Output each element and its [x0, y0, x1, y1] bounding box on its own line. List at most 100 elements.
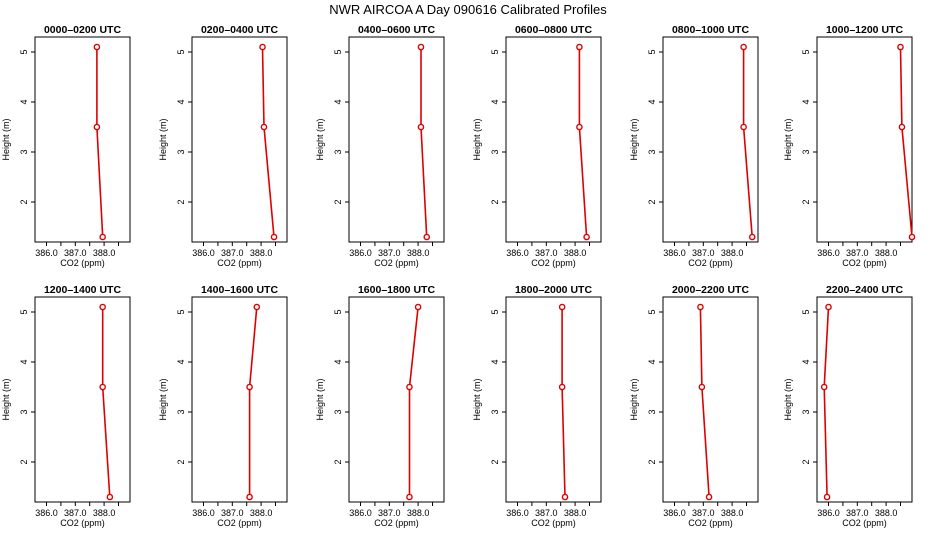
x-tick-label: 388.0 — [250, 248, 273, 258]
x-tick-label: 387.0 — [535, 508, 558, 518]
y-tick-label: 3 — [647, 149, 657, 154]
profile-line — [823, 306, 830, 498]
x-axis-label: CO2 (ppm) — [688, 518, 733, 528]
y-tick-label: 4 — [333, 359, 343, 364]
y-axis-label: Height (m) — [629, 118, 639, 160]
y-tick-label: 2 — [647, 459, 657, 464]
y-tick-label: 4 — [490, 99, 500, 104]
profile-line — [408, 306, 419, 497]
plot-frame — [816, 36, 913, 243]
panel-title: 1000–1200 UTC — [826, 24, 903, 36]
x-axis-label: CO2 (ppm) — [374, 518, 419, 528]
panel-title: 1400–1600 UTC — [201, 284, 278, 296]
plot-frame — [662, 36, 759, 243]
x-tick-label: 386.0 — [192, 508, 215, 518]
panel-5: 0800–1000 UTC 386.0 387.0 388.0 2 3 4 5 CO2 (ppm… — [629, 24, 759, 268]
y-axis-label: Height (m) — [158, 378, 168, 420]
y-axis-label: Height (m) — [315, 118, 325, 160]
y-axis-label: Height (m) — [315, 378, 325, 420]
y-tick-label: 5 — [647, 309, 657, 314]
data-point — [558, 383, 566, 391]
x-tick-label: 386.0 — [506, 248, 529, 258]
panel-title: 1800–2000 UTC — [515, 284, 592, 296]
data-point — [417, 123, 425, 131]
y-tick-label: 3 — [490, 409, 500, 414]
y-tick-label: 4 — [19, 359, 29, 364]
data-point — [406, 383, 413, 391]
plot-frame — [816, 296, 913, 503]
y-tick-label: 2 — [19, 199, 29, 204]
y-axis-label: Height (m) — [472, 378, 482, 420]
y-tick-label: 3 — [490, 149, 500, 154]
y-tick-label: 3 — [333, 409, 343, 414]
y-tick-label: 2 — [19, 459, 29, 464]
y-tick-label: 5 — [647, 49, 657, 54]
data-point — [583, 233, 590, 241]
y-tick-label: 4 — [333, 99, 343, 104]
y-tick-label: 2 — [801, 459, 811, 464]
plot-frame — [191, 296, 288, 503]
x-axis-label: CO2 (ppm) — [688, 258, 733, 268]
x-tick-label: 386.0 — [506, 508, 529, 518]
y-tick-label: 5 — [490, 309, 500, 314]
y-tick-label: 5 — [176, 309, 186, 314]
y-axis-label: Height (m) — [629, 378, 639, 420]
data-point — [908, 233, 916, 241]
x-tick-label: 388.0 — [875, 508, 898, 518]
profile-line — [96, 47, 104, 238]
y-tick-label: 2 — [333, 459, 343, 464]
data-point — [740, 123, 747, 131]
y-axis-label: Height (m) — [783, 118, 793, 160]
plot-frame — [505, 296, 602, 503]
panel-2: 0200–0400 UTC 386.0 387.0 388.0 2 3 4 5 CO2 (ppm… — [158, 24, 288, 268]
x-tick-label: 386.0 — [663, 508, 686, 518]
data-point — [558, 303, 566, 311]
y-tick-label: 4 — [176, 359, 186, 364]
x-tick-label: 387.0 — [378, 248, 401, 258]
x-tick-label: 388.0 — [93, 508, 116, 518]
y-axis-label: Height (m) — [472, 118, 482, 160]
y-tick-label: 2 — [801, 199, 811, 204]
y-axis-label: Height (m) — [1, 378, 11, 420]
panel-title: 0600–0800 UTC — [515, 24, 592, 36]
y-axis-label: Height (m) — [1, 118, 11, 160]
x-tick-label: 387.0 — [64, 248, 87, 258]
profile-line — [420, 47, 428, 238]
data-point — [99, 303, 106, 311]
data-point — [740, 43, 747, 51]
x-tick-label: 388.0 — [564, 248, 587, 258]
x-tick-label: 386.0 — [192, 248, 215, 258]
data-point — [697, 303, 704, 311]
data-point — [576, 43, 583, 51]
panel-title: 0200–0400 UTC — [201, 24, 278, 36]
x-tick-label: 387.0 — [378, 508, 401, 518]
data-point — [823, 493, 831, 501]
y-tick-label: 4 — [647, 359, 657, 364]
x-tick-label: 387.0 — [692, 508, 715, 518]
y-tick-label: 5 — [176, 49, 186, 54]
x-axis-label: CO2 (ppm) — [842, 258, 887, 268]
plot-frame — [348, 36, 445, 243]
panel-4: 0600–0800 UTC 386.0 387.0 388.0 2 3 4 5 CO2 (ppm… — [472, 24, 602, 268]
x-tick-label: 388.0 — [93, 248, 116, 258]
y-tick-label: 5 — [19, 49, 29, 54]
panel-title: 1200–1400 UTC — [44, 284, 121, 296]
x-axis-label: CO2 (ppm) — [374, 258, 419, 268]
y-tick-label: 3 — [333, 149, 343, 154]
figure-title: NWR AIRCOA A Day 090616 Calibrated Profi… — [329, 2, 607, 17]
y-tick-label: 3 — [801, 409, 811, 414]
x-tick-label: 386.0 — [349, 508, 372, 518]
data-point — [93, 123, 101, 131]
x-tick-label: 388.0 — [250, 508, 273, 518]
x-tick-label: 387.0 — [64, 508, 87, 518]
panel-12: 2200–2400 UTC 386.0 387.0 388.0 2 3 4 5 CO2 (ppm… — [783, 284, 913, 528]
y-axis-label: Height (m) — [158, 118, 168, 160]
y-tick-label: 4 — [647, 99, 657, 104]
data-point — [260, 123, 268, 131]
data-point — [423, 233, 431, 241]
y-tick-label: 3 — [19, 149, 29, 154]
data-point — [99, 383, 106, 391]
x-tick-label: 386.0 — [817, 508, 840, 518]
data-point — [820, 383, 828, 391]
profile-line — [261, 46, 275, 238]
